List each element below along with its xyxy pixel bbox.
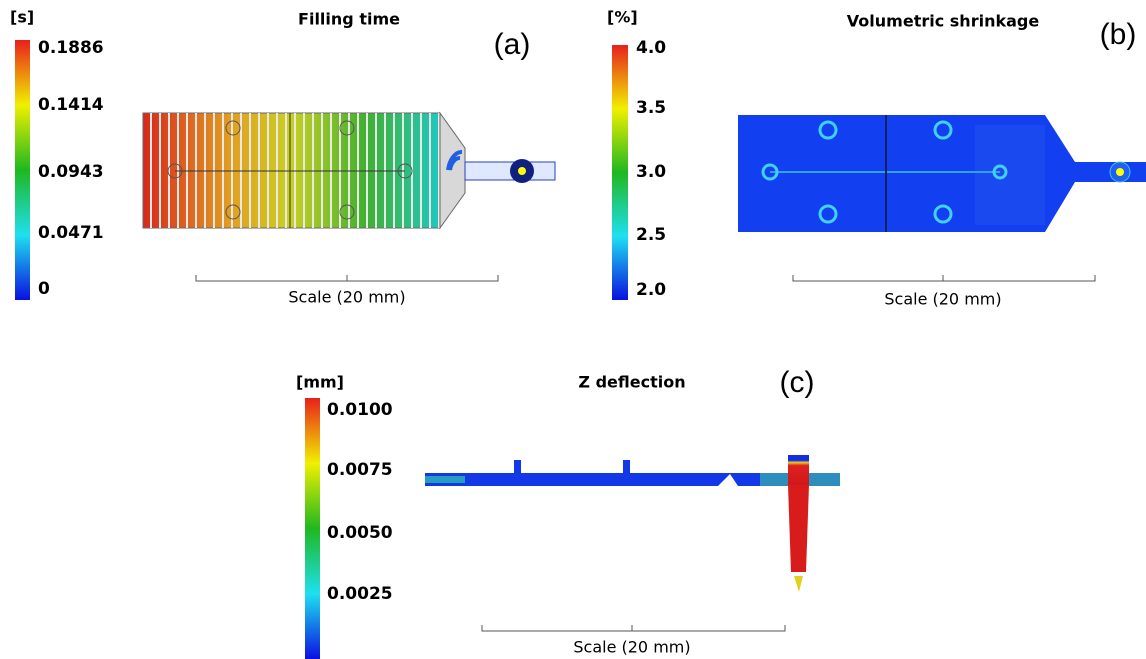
unit: [mm] (296, 373, 344, 392)
title: Filling time (298, 10, 400, 29)
panel-a: [s] 0.1886 0.1414 0.0943 0.0471 0 Fillin… (10, 8, 555, 307)
scale-bar (196, 275, 498, 281)
title: Z deflection (578, 373, 685, 392)
tick-label: 2.0 (636, 280, 666, 300)
panel-label: (c) (780, 366, 815, 399)
tick-label: 0.0050 (327, 523, 393, 543)
tick-label: 0.0075 (327, 460, 393, 480)
panel-label: (a) (494, 28, 531, 61)
colorbar (305, 398, 320, 659)
scale-bar (793, 275, 1095, 281)
part (738, 115, 1146, 232)
scale-label: Scale (20 mm) (884, 290, 1001, 309)
panel-c: [mm] 0.0100 0.0075 0.0050 0.0025 Z defle… (296, 366, 840, 659)
tick-label: 4.0 (636, 38, 666, 58)
part (425, 455, 840, 592)
tick-label: 3.5 (636, 98, 666, 118)
unit: [s] (10, 8, 34, 27)
tick-label: 0.1886 (38, 38, 104, 58)
scale-label: Scale (20 mm) (288, 288, 405, 307)
unit: [%] (607, 8, 638, 27)
tick-label: 0.0100 (327, 400, 393, 420)
tick-label: 0.1414 (38, 95, 104, 115)
tick-label: 2.5 (636, 225, 666, 245)
tick-label: 0 (38, 279, 50, 299)
figure: [s] 0.1886 0.1414 0.0943 0.0471 0 Fillin… (0, 0, 1146, 659)
panel-b: [%] 4.0 3.5 3.0 2.5 2.0 Volumetric shrin… (607, 8, 1146, 309)
tick-label: 0.0025 (327, 584, 393, 604)
part (143, 113, 555, 228)
colorbar (612, 45, 628, 300)
scale-label: Scale (20 mm) (573, 638, 690, 657)
tick-label: 0.0943 (38, 162, 104, 182)
scale-bar (482, 625, 785, 631)
tick-label: 3.0 (636, 162, 666, 182)
panel-label: (b) (1100, 18, 1137, 51)
tick-label: 0.0471 (38, 223, 104, 243)
colorbar (15, 40, 30, 300)
title: Volumetric shrinkage (847, 12, 1040, 31)
